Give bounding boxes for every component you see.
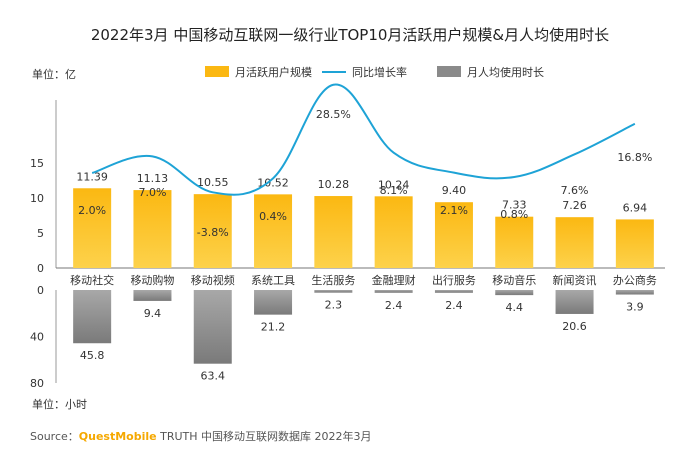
mau-bar-label: 7.33 [502,199,527,212]
bottom-y-tick-label: 80 [30,377,44,390]
duration-bar-label: 2.4 [445,299,463,312]
mau-bar-label: 10.24 [378,178,410,191]
growth-label: 2.0% [78,204,106,217]
category-label: 移动视频 [191,273,235,287]
mau-bar-label: 11.39 [76,170,108,183]
mau-bar-label: 11.13 [137,172,169,185]
legend-label-growth: 同比增长率 [352,65,407,79]
mau-bar [193,194,232,268]
top-y-tick-label: 5 [37,227,44,240]
mau-bar [374,196,413,268]
duration-bar-label: 2.3 [325,299,343,312]
source-brand: QuestMobile [78,430,157,443]
duration-bar-label: 21.2 [261,321,286,334]
category-label: 金融理财 [372,273,416,287]
category-label: 生活服务 [311,273,355,287]
category-label: 系统工具 [251,274,295,287]
duration-bar [193,290,232,364]
growth-label: 7.6% [561,184,589,197]
source-prefix: Source： [30,430,79,443]
growth-label: 0.8% [500,208,528,221]
duration-bar-label: 2.4 [385,299,403,312]
growth-label: 7.0% [138,186,166,199]
mau-bar [73,188,112,268]
mau-bar [555,217,594,268]
growth-label: -3.8% [197,226,229,239]
mau-bar [434,202,473,268]
mau-bar [133,190,172,268]
duration-bar [254,290,293,315]
top-y-tick-label: 10 [30,192,44,205]
duration-bar-label: 4.4 [506,301,524,314]
mau-bar-label: 10.55 [197,176,229,189]
mau-bar-label: 10.52 [257,176,289,189]
category-label: 移动购物 [130,273,174,287]
mau-bar-label: 7.26 [562,199,587,212]
category-label: 新闻资讯 [553,273,597,287]
duration-bar [73,290,112,344]
duration-bar [495,290,534,296]
top-y-tick-label: 0 [37,262,44,275]
duration-bar-label: 3.9 [626,301,644,314]
mau-bar-label: 9.40 [442,184,467,197]
mau-bar-label: 10.28 [318,178,350,191]
mau-bar [615,219,654,268]
duration-bar-label: 45.8 [80,349,105,362]
mau-bar [495,216,534,268]
category-label: 移动社交 [70,273,114,287]
mau-bar [254,194,293,268]
duration-bar [133,290,172,301]
category-label: 移动音乐 [492,273,536,287]
legend-label-duration: 月人均使用时长 [467,66,544,79]
growth-label: 28.5% [316,108,351,121]
duration-bar [374,290,413,293]
mau-bar-label: 6.94 [623,201,648,214]
legend-label-mau: 月活跃用户规模 [235,65,312,79]
top-unit-label: 单位：亿 [32,67,76,81]
top-y-tick-label: 15 [30,157,44,170]
duration-bar-label: 63.4 [201,370,226,383]
growth-label: 16.8% [617,151,652,164]
growth-label: 8.1% [380,184,408,197]
chart-title: 2022年3月 中国移动互联网一级行业TOP10月活跃用户规模&月人均使用时长 [91,26,609,44]
duration-bar [555,290,594,314]
category-label: 出行服务 [432,273,476,287]
source-note: Source：QuestMobile TRUTH 中国移动互联网数据库 2022… [30,428,372,444]
growth-label: 2.1% [440,204,468,217]
duration-bar [615,290,654,295]
duration-bar [314,290,353,293]
growth-label: 0.4% [259,210,287,223]
bottom-y-tick-label: 40 [30,331,44,344]
mau-bar [314,196,353,268]
category-label: 办公商务 [613,273,657,287]
source-text: TRUTH 中国移动互联网数据库 2022年3月 [156,430,372,443]
growth-line [91,83,636,196]
duration-bar-label: 9.4 [144,307,162,320]
bottom-y-tick-label: 0 [37,284,44,297]
duration-bar-label: 20.6 [562,320,587,333]
duration-bar [434,290,473,293]
legend-swatch-mau [205,66,229,77]
legend-swatch-duration [437,66,461,77]
bottom-unit-label: 单位：小时 [32,397,87,411]
